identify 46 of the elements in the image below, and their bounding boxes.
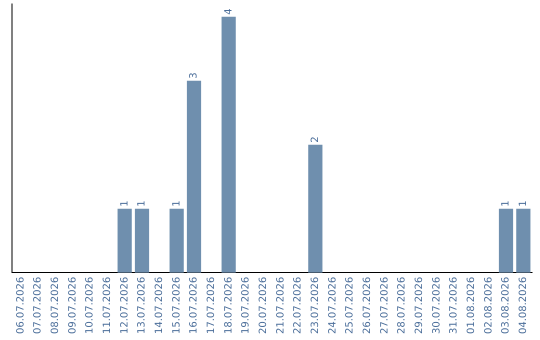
x-tick-label: 21.07.2026 xyxy=(275,276,286,334)
x-tick-label: 30.07.2026 xyxy=(431,276,442,334)
x-tick-label: 31.07.2026 xyxy=(448,276,460,334)
x-tick-label: 08.07.2026 xyxy=(50,276,61,334)
data-label: 2 xyxy=(310,136,321,143)
bar xyxy=(134,208,150,273)
bar xyxy=(516,208,530,273)
x-tick-label: 02.08.2026 xyxy=(483,276,494,334)
data-label: 4 xyxy=(223,8,234,15)
x-tick-label: 14.07.2026 xyxy=(154,276,165,334)
x-tick-label: 03.08.2026 xyxy=(500,276,512,334)
bar xyxy=(186,80,202,273)
bar xyxy=(170,208,184,273)
x-tick-label: 24.07.2026 xyxy=(327,276,338,334)
bar xyxy=(118,208,132,273)
x-tick-label: 26.07.2026 xyxy=(362,276,373,334)
x-tick-label: 12.07.2026 xyxy=(119,276,130,334)
x-tick-label: 16.07.2026 xyxy=(188,276,200,334)
data-label: 1 xyxy=(119,200,130,207)
x-tick-label: 29.07.2026 xyxy=(414,276,425,334)
x-tick-label: 25.07.2026 xyxy=(344,276,356,334)
x-tick-label: 22.07.2026 xyxy=(292,276,304,334)
data-label: 1 xyxy=(136,200,148,207)
bar xyxy=(308,144,322,273)
x-tick-label: 23.07.2026 xyxy=(310,276,321,334)
x-tick-label: 09.07.2026 xyxy=(67,276,78,334)
x-tick-label: 19.07.2026 xyxy=(240,276,252,334)
data-label: 1 xyxy=(171,200,182,207)
x-tick-label: 17.07.2026 xyxy=(206,276,217,334)
x-tick-label: 27.07.2026 xyxy=(379,276,390,334)
x-tick-label: 07.07.2026 xyxy=(32,276,44,334)
x-tick-label: 13.07.2026 xyxy=(136,276,148,334)
x-tick-label: 01.08.2026 xyxy=(466,276,477,334)
bar xyxy=(222,16,236,273)
x-tick-label: 28.07.2026 xyxy=(396,276,408,334)
bar xyxy=(498,208,514,273)
x-tick-label: 11.07.2026 xyxy=(102,276,113,334)
x-tick-label: 15.07.2026 xyxy=(171,276,182,334)
x-tick-label: 20.07.2026 xyxy=(258,276,269,334)
x-tick-label: 04.08.2026 xyxy=(518,276,529,334)
x-tick-label: 18.07.2026 xyxy=(223,276,234,334)
x-tick-label: 06.07.2026 xyxy=(15,276,26,334)
data-label: 3 xyxy=(188,72,200,79)
data-label: 1 xyxy=(500,200,512,207)
x-tick-label: 10.07.2026 xyxy=(84,276,96,334)
data-label: 1 xyxy=(518,200,529,207)
